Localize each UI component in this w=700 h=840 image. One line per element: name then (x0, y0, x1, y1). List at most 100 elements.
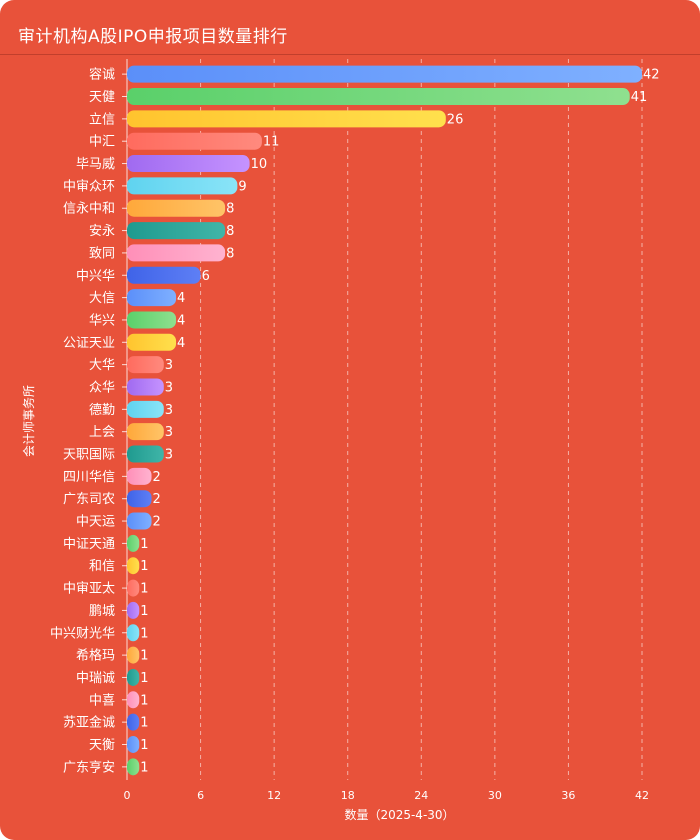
bar (127, 579, 140, 597)
value-label: 3 (165, 448, 173, 463)
category-label: 华兴 (89, 313, 115, 328)
bar (127, 177, 238, 195)
value-label: 1 (140, 738, 148, 753)
value-label: 3 (165, 358, 173, 373)
value-label: 6 (202, 269, 210, 284)
value-label: 8 (226, 224, 234, 239)
value-label: 1 (140, 649, 148, 664)
category-label: 立信 (89, 112, 115, 127)
bar (127, 646, 140, 664)
category-label: 中瑞诚 (76, 671, 115, 686)
bar (127, 110, 446, 128)
value-label: 8 (226, 202, 234, 217)
x-tick-label: 42 (635, 789, 649, 802)
value-label: 1 (140, 760, 148, 775)
category-label: 天衡 (89, 738, 115, 753)
category-label: 和信 (89, 559, 115, 574)
bar (127, 88, 630, 106)
value-label: 9 (238, 179, 246, 194)
value-label: 1 (140, 693, 148, 708)
bar (127, 132, 262, 150)
category-label: 苏亚金诚 (63, 715, 115, 731)
category-label: 上会 (89, 425, 115, 440)
value-label: 10 (251, 157, 268, 172)
chart-title: 审计机构A股IPO申报项目数量排行 (18, 27, 288, 47)
value-label: 11 (263, 135, 280, 150)
value-label: 2 (153, 470, 161, 485)
bar (127, 713, 140, 731)
category-label: 天健 (89, 90, 115, 105)
category-label: 中审众环 (63, 179, 115, 194)
bar (127, 624, 140, 642)
value-label: 1 (140, 604, 148, 619)
value-label: 4 (177, 313, 185, 328)
bar (127, 244, 226, 262)
bar (127, 691, 140, 709)
category-label: 致同 (89, 246, 115, 261)
x-tick-label: 24 (414, 789, 428, 802)
bar (127, 758, 140, 776)
x-tick-label: 0 (124, 789, 131, 802)
bar (127, 601, 140, 619)
category-label: 广东亨安 (63, 759, 115, 775)
bar (127, 199, 226, 217)
category-label: 众华 (89, 380, 115, 395)
bar (127, 445, 164, 463)
value-label: 3 (165, 380, 173, 395)
value-label: 8 (226, 246, 234, 261)
bar (127, 534, 140, 552)
bar (127, 557, 140, 575)
bar (127, 289, 177, 307)
value-label: 2 (153, 492, 161, 507)
value-label: 26 (447, 112, 464, 127)
category-label: 中审亚太 (63, 582, 115, 597)
bar (127, 378, 164, 396)
bar (127, 490, 152, 508)
bar (127, 735, 140, 753)
x-tick-label: 36 (561, 789, 575, 802)
category-label: 德勤 (89, 403, 115, 418)
value-label: 1 (140, 537, 148, 552)
category-label: 中证天通 (63, 537, 115, 552)
x-tick-label: 6 (197, 789, 204, 802)
category-label: 毕马威 (76, 157, 115, 172)
y-axis-title: 会计师事务所 (21, 385, 36, 457)
category-label: 中兴财光华 (50, 626, 115, 641)
bar (127, 512, 152, 530)
category-label: 鹏城 (89, 604, 115, 619)
bar (127, 423, 164, 441)
value-label: 1 (140, 671, 148, 686)
category-label: 大信 (89, 291, 115, 306)
value-label: 1 (140, 626, 148, 641)
category-label: 广东司农 (63, 492, 115, 507)
value-label: 4 (177, 291, 185, 306)
value-label: 3 (165, 403, 173, 418)
bar (127, 311, 177, 329)
x-axis-title: 数量（2025-4-30） (344, 807, 454, 822)
category-label: 四川华信 (63, 470, 115, 485)
value-label: 2 (153, 515, 161, 530)
bar (127, 333, 177, 351)
category-label: 信永中和 (63, 202, 115, 217)
category-label: 希格玛 (76, 648, 115, 664)
category-label: 公证天业 (63, 336, 115, 351)
category-label: 中天运 (76, 515, 115, 530)
title-divider (0, 54, 700, 55)
value-label: 3 (165, 425, 173, 440)
category-label: 中喜 (89, 693, 115, 708)
x-tick-label: 12 (267, 789, 281, 802)
value-label: 4 (177, 336, 185, 351)
category-label: 安永 (89, 224, 115, 239)
bar (127, 65, 642, 83)
bar (127, 467, 152, 485)
category-label: 中汇 (89, 135, 115, 150)
bar (127, 155, 250, 173)
bar (127, 222, 226, 240)
x-tick-label: 18 (341, 789, 355, 802)
category-label: 容诚 (89, 67, 115, 83)
value-label: 42 (643, 68, 660, 83)
category-label: 中兴华 (76, 269, 115, 284)
bar (127, 266, 201, 284)
category-label: 大华 (89, 358, 115, 373)
